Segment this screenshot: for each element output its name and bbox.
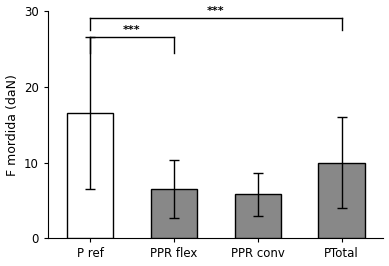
Text: ***: *** <box>207 6 224 16</box>
Y-axis label: F mordida (daN): F mordida (daN) <box>5 74 19 176</box>
Text: ***: *** <box>123 25 141 35</box>
Bar <box>319 163 364 238</box>
Bar <box>151 189 197 238</box>
Bar <box>67 113 113 238</box>
Bar <box>235 194 281 238</box>
